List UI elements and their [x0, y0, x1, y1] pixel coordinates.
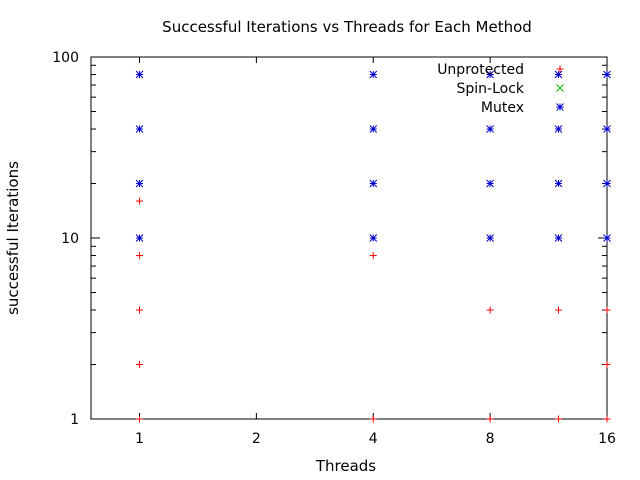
- mutex-point: [603, 234, 611, 242]
- y-tick-label: 100: [52, 50, 79, 66]
- mutex-point: [135, 234, 144, 242]
- unprotected-point: [369, 252, 377, 260]
- unprotected-point: [603, 361, 611, 369]
- mutex-point: [554, 179, 563, 188]
- axis-ticks: 1 2 4 8 16 1 10 100: [52, 50, 616, 447]
- mutex-point: [135, 125, 144, 133]
- mutex-point: [554, 125, 563, 133]
- unprotected-point: [486, 306, 494, 314]
- legend-marker-mutex: [556, 103, 564, 111]
- unprotected-point: [136, 306, 144, 314]
- y-tick-label: 1: [70, 412, 79, 428]
- chart-title: Successful Iterations vs Threads for Eac…: [162, 18, 532, 36]
- unprotected-point: [136, 252, 144, 260]
- x-axis-label: Threads: [315, 457, 376, 475]
- unprotected-point: [554, 306, 562, 314]
- legend-marker-unprotected: [556, 65, 564, 73]
- unprotected-point: [136, 415, 144, 423]
- x-tick-label: 8: [486, 431, 495, 447]
- legend-label-unprotected: Unprotected: [437, 62, 524, 78]
- legend-label-spin-lock: Spin-Lock: [456, 81, 524, 97]
- unprotected-point: [603, 415, 611, 423]
- mutex-point: [486, 70, 494, 79]
- y-axis-label: successful Iterations: [4, 161, 22, 315]
- mutex-point: [554, 234, 563, 242]
- x-tick-label: 16: [598, 431, 616, 447]
- mutex-point: [135, 70, 144, 79]
- mutex-point: [135, 179, 144, 188]
- data-marks: [135, 70, 611, 423]
- mutex-point: [369, 234, 378, 242]
- unprotected-point: [603, 306, 611, 314]
- mutex-point: [369, 179, 378, 188]
- mutex-point: [369, 70, 378, 79]
- unprotected-point: [136, 361, 144, 369]
- unprotected-point: [554, 415, 562, 423]
- mutex-point: [603, 179, 611, 188]
- unprotected-point: [369, 415, 377, 423]
- legend-label-mutex: Mutex: [481, 100, 524, 116]
- mutex-point: [369, 125, 378, 133]
- x-tick-label: 1: [135, 431, 144, 447]
- y-tick-label: 10: [61, 231, 79, 247]
- mutex-point: [486, 125, 494, 133]
- unprotected-point: [136, 197, 144, 205]
- x-tick-label: 2: [252, 431, 261, 447]
- legend-marker-spin-lock: [556, 84, 564, 92]
- mutex-point: [486, 179, 494, 188]
- unprotected-point: [486, 415, 494, 423]
- mutex-point: [603, 70, 611, 79]
- mutex-point: [603, 125, 611, 133]
- mutex-point: [486, 234, 494, 242]
- legend: Unprotected Spin-Lock Mutex: [437, 62, 564, 116]
- x-tick-label: 4: [369, 431, 378, 447]
- mutex-point: [554, 70, 563, 79]
